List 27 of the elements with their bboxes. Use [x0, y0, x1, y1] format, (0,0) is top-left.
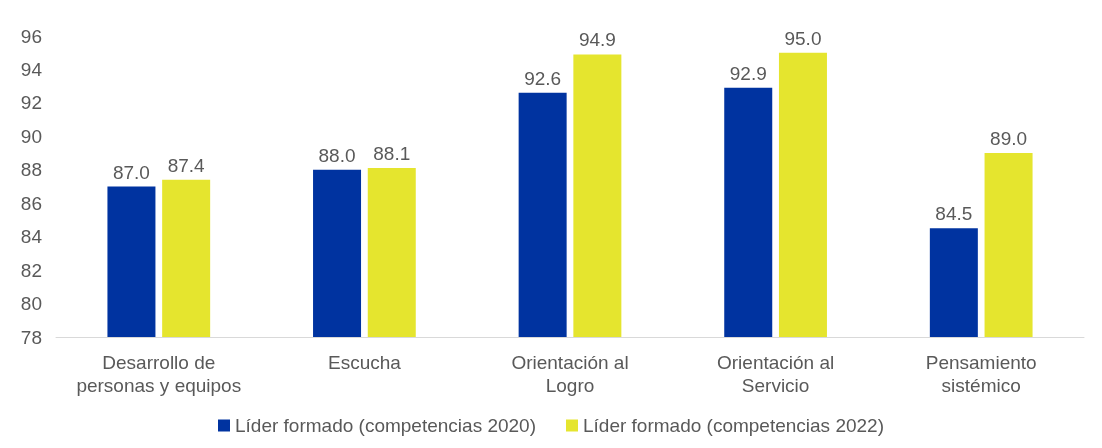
y-tick-label: 78: [20, 326, 42, 348]
data-label: 88.1: [373, 143, 411, 165]
data-label: 84.5: [935, 203, 973, 225]
y-tick-label: 92: [20, 92, 42, 114]
y-tick-label: 84: [20, 226, 43, 248]
data-label: 89.0: [990, 128, 1028, 150]
y-tick-label: 94: [20, 58, 43, 80]
y-tick-label: 86: [20, 192, 42, 214]
data-label: 87.0: [112, 161, 150, 183]
legend-label: Líder formado (competencias 2020): [235, 415, 537, 436]
y-tick-label: 82: [20, 259, 42, 281]
data-label: 87.4: [167, 154, 206, 176]
x-tick-label: Orientación al Servicio: [716, 352, 835, 396]
y-tick-label: 90: [20, 125, 42, 147]
data-label: 92.6: [524, 67, 562, 89]
legend-label: Líder formado (competencias 2022): [583, 415, 884, 436]
x-tick-label: Desarrollo de personas y equipos: [76, 352, 242, 396]
y-tick-label: 88: [20, 159, 42, 181]
x-tick-label: Escucha: [327, 352, 402, 373]
y-tick-label: 80: [20, 293, 42, 315]
data-label: 92.9: [729, 62, 767, 84]
y-tick-label: 96: [20, 25, 42, 47]
data-label: 95.0: [784, 27, 822, 49]
x-tick-label: Pensamiento sistémico: [925, 352, 1037, 396]
data-label: 94.9: [578, 29, 616, 51]
data-label: 88.0: [318, 144, 356, 166]
x-tick-label: Orientación al Logro: [511, 352, 629, 396]
